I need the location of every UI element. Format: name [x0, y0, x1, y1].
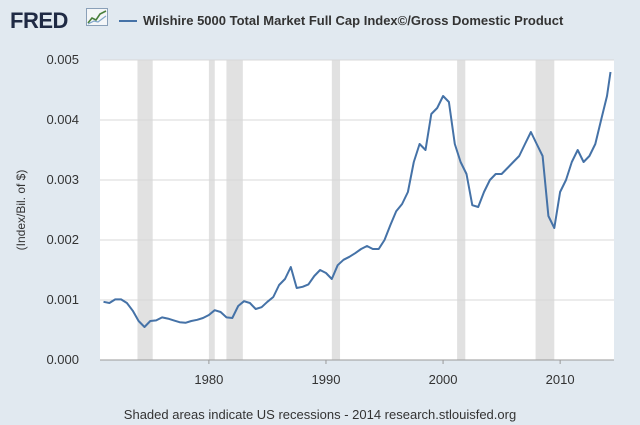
line-chart-icon	[86, 8, 108, 26]
recession-band	[331, 60, 341, 360]
y-tick-label: 0.004	[46, 112, 79, 127]
y-tick-label: 0.000	[46, 352, 79, 367]
chart-legend: Wilshire 5000 Total Market Full Cap Inde…	[119, 12, 613, 29]
x-tick-label: 1980	[194, 372, 223, 387]
y-tick-label: 0.002	[46, 232, 79, 247]
recession-band	[208, 60, 215, 360]
x-tick-label: 2010	[546, 372, 575, 387]
recession-band	[226, 60, 243, 360]
recession-note: Shaded areas indicate US recessions - 20…	[123, 407, 517, 422]
y-axis-title: (Index/Bil. of $)	[14, 170, 28, 251]
recession-band	[535, 60, 555, 360]
y-tick-label: 0.003	[46, 172, 79, 187]
recession-band	[137, 60, 153, 360]
x-tick-label: 2000	[429, 372, 458, 387]
recession-band	[457, 60, 466, 360]
x-tick-label: 1990	[312, 372, 341, 387]
fred-logo: FRED	[10, 8, 68, 33]
legend-label: Wilshire 5000 Total Market Full Cap Inde…	[143, 13, 564, 28]
y-tick-label: 0.005	[46, 52, 79, 67]
plot-area	[100, 60, 614, 360]
y-tick-label: 0.001	[46, 292, 79, 307]
legend-swatch	[119, 20, 137, 22]
series-line	[103, 71, 612, 328]
